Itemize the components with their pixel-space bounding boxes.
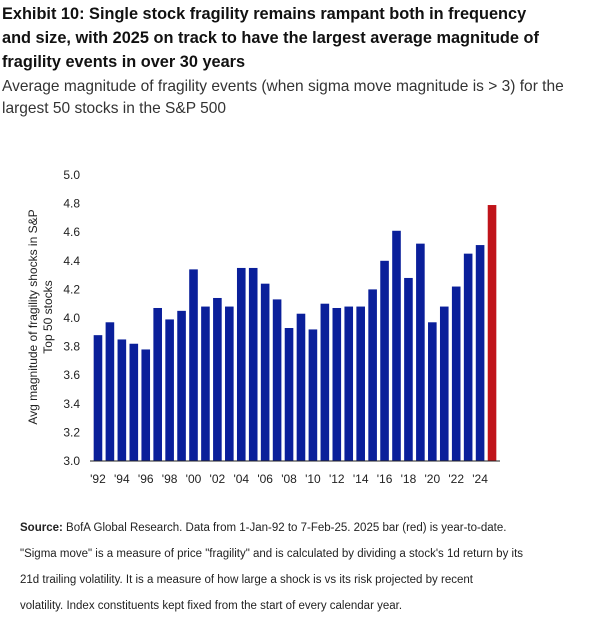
x-tick-label: '98: [162, 472, 178, 486]
x-tick-label: '92: [90, 472, 106, 486]
bar-2018: [404, 277, 413, 461]
bar-1999: [177, 310, 186, 461]
y-tick-label: 4.8: [63, 197, 80, 211]
bar-2021: [439, 306, 449, 461]
bar-2013: [344, 306, 354, 461]
x-tick-label: '94: [114, 472, 130, 486]
bar-2005: [248, 267, 258, 461]
y-tick-label: 5.0: [63, 168, 80, 182]
footnote-line4: volatility. Index constituents kept fixe…: [20, 600, 403, 612]
bar-2006: [260, 283, 270, 461]
x-tick-label: '02: [210, 472, 226, 486]
chart-subtitle: Average magnitude of fragility events (w…: [2, 78, 564, 117]
y-axis-label-line1: Avg magnitude of fragility shocks in S&P: [26, 209, 40, 424]
y-axis-label-line2: Top 50 stocks: [41, 280, 55, 353]
bar-2020: [428, 322, 437, 461]
x-tick-label: '18: [401, 472, 417, 486]
y-axis: 3.0 3.2 3.4 3.6 3.8 4.0 4.2 4.4 4.6 4.8 5.0: [63, 168, 80, 468]
footnote-line1: Source: BofA Global Research. Data from …: [20, 515, 585, 541]
bar-2009: [296, 313, 306, 461]
bar-2014: [356, 306, 365, 461]
bar-2010: [308, 329, 318, 461]
chart-title: Exhibit 10: Single stock fragility remai…: [2, 4, 539, 71]
source-text: BofA Global Research. Data from 1-Jan-92…: [62, 522, 507, 534]
y-tick-label: 3.4: [63, 397, 80, 411]
x-axis: '92 '94 '96 '98 '00 '02 '04 '06 '08 '10 '12 '14 '16 '…: [90, 472, 488, 486]
bar-2019: [416, 243, 425, 461]
bar-2008: [284, 328, 294, 461]
source-label: Source:: [20, 522, 63, 534]
y-tick-label: 4.6: [63, 225, 80, 239]
bar-2024: [475, 245, 485, 461]
x-tick-label: '22: [448, 472, 464, 486]
bar-1994: [117, 339, 127, 461]
bar-chart: Avg magnitude of fragility shocks in S&P…: [26, 168, 500, 486]
bar-2003: [225, 306, 234, 461]
y-tick-label: 3.0: [63, 454, 80, 468]
bar-2022: [451, 286, 461, 461]
bar-2015: [368, 289, 377, 461]
bar-2023: [463, 253, 473, 461]
x-tick-label: '24: [472, 472, 488, 486]
x-tick-label: '20: [424, 472, 440, 486]
bars: [93, 205, 497, 461]
x-tick-label: '16: [377, 472, 393, 486]
x-tick-label: '06: [257, 472, 273, 486]
y-tick-label: 4.2: [63, 282, 80, 296]
y-tick-label: 4.0: [63, 311, 80, 325]
y-tick-label: 3.6: [63, 368, 80, 382]
footnote-line3: 21d trailing volatility. It is a measure…: [20, 574, 473, 586]
bar-2007: [272, 299, 282, 461]
y-tick-label: 3.2: [63, 425, 80, 439]
x-tick-label: '04: [233, 472, 249, 486]
bar-2004: [236, 267, 246, 461]
y-tick-label: 4.4: [63, 254, 80, 268]
bar-2016: [380, 260, 389, 461]
bar-2002: [213, 297, 222, 461]
bar-2025: [487, 205, 497, 461]
bar-1998: [165, 319, 174, 461]
bar-2000: [189, 269, 198, 461]
y-axis-label: Avg magnitude of fragility shocks in S&P…: [26, 209, 55, 424]
bar-1996: [141, 349, 151, 461]
x-tick-label: '08: [281, 472, 297, 486]
bar-1997: [153, 307, 162, 461]
bar-2012: [332, 307, 342, 461]
footnote-line2: "Sigma move" is a measure of price "frag…: [20, 548, 524, 560]
x-tick-label: '10: [305, 472, 321, 486]
bar-1993: [105, 322, 115, 461]
x-tick-label: '14: [353, 472, 369, 486]
bar-2011: [320, 303, 330, 461]
bar-2001: [201, 306, 210, 461]
bar-1992: [93, 335, 103, 461]
bar-1995: [129, 343, 139, 461]
x-tick-label: '12: [329, 472, 345, 486]
y-tick-label: 3.8: [63, 340, 80, 354]
bar-2017: [392, 230, 401, 461]
x-tick-label: '00: [186, 472, 202, 486]
footnote: Source: BofA Global Research. Data from …: [20, 515, 585, 619]
x-tick-label: '96: [138, 472, 154, 486]
